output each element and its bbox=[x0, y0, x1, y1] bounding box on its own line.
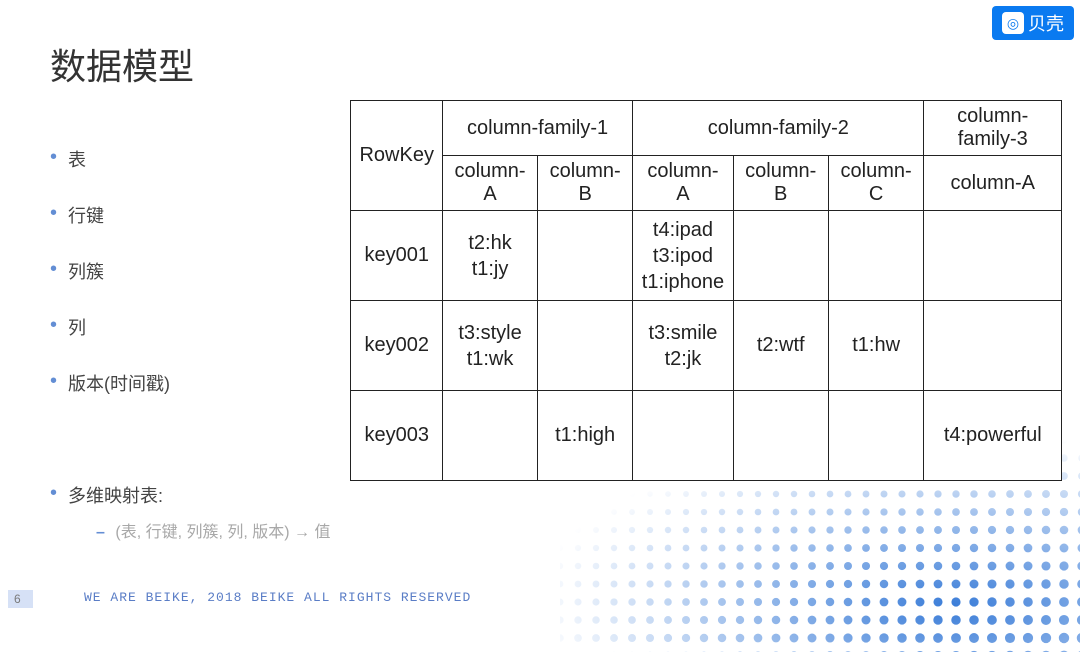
cell-value bbox=[442, 391, 537, 481]
header-cf2-colC: column-C bbox=[828, 156, 924, 211]
header-cf2-colB: column-B bbox=[733, 156, 828, 211]
header-cf2-colA: column-A bbox=[633, 156, 733, 211]
header-cf3-colA: column-A bbox=[924, 156, 1062, 211]
cell-value bbox=[828, 211, 924, 301]
data-model-table: RowKey column-family-1 column-family-2 c… bbox=[350, 100, 1062, 481]
header-cf1-colB: column-B bbox=[538, 156, 633, 211]
left-column: 表 行键 列簇 列 版本(时间戳) 多维映射表: – (表, 行键, 列簇, 列… bbox=[50, 100, 330, 542]
slide-number: 6 bbox=[8, 590, 33, 608]
cell-value: t1:high bbox=[538, 391, 633, 481]
brand-logo: ◎ 贝壳 bbox=[992, 6, 1074, 40]
dash-icon: – bbox=[96, 524, 105, 541]
cell-value bbox=[633, 391, 733, 481]
header-rowkey: RowKey bbox=[351, 101, 442, 211]
content-area: 表 行键 列簇 列 版本(时间戳) 多维映射表: – (表, 行键, 列簇, 列… bbox=[50, 100, 1062, 542]
cell-value: t2:wtf bbox=[733, 301, 828, 391]
cell-value: t4:powerful bbox=[924, 391, 1062, 481]
cell-key: key001 bbox=[351, 211, 442, 301]
formula-text: (表, 行键, 列簇, 列, 版本) → 值 bbox=[115, 524, 330, 541]
cell-value: t2:hkt1:jy bbox=[442, 211, 537, 301]
bullet-table: 表 bbox=[50, 146, 230, 172]
table-row: key003 t1:high t4:powerful bbox=[351, 391, 1062, 481]
bullet-column: 列 bbox=[50, 314, 230, 340]
footer-text: WE ARE BEIKE, 2018 BEIKE ALL RIGHTS RESE… bbox=[84, 590, 471, 605]
header-cf1: column-family-1 bbox=[442, 101, 632, 156]
cell-value: t3:stylet1:wk bbox=[442, 301, 537, 391]
table-area: RowKey column-family-1 column-family-2 c… bbox=[350, 100, 1062, 542]
bullet-colfamily: 列簇 bbox=[50, 258, 230, 284]
cell-key: key002 bbox=[351, 301, 442, 391]
cell-value bbox=[924, 301, 1062, 391]
logo-icon: ◎ bbox=[1002, 12, 1024, 34]
cell-value: t1:hw bbox=[828, 301, 924, 391]
bullet-list: 表 行键 列簇 列 版本(时间戳) 多维映射表: bbox=[50, 100, 230, 508]
table-row: key001 t2:hkt1:jy t4:ipadt3:ipodt1:iphon… bbox=[351, 211, 1062, 301]
slide-title: 数据模型 bbox=[50, 38, 194, 90]
table-header-row-2: column-A column-B column-A column-B colu… bbox=[351, 156, 1062, 211]
header-cf2: column-family-2 bbox=[633, 101, 924, 156]
bullet-version: 版本(时间戳) bbox=[50, 370, 230, 396]
cell-value: t3:smilet2:jk bbox=[633, 301, 733, 391]
cell-value: t4:ipadt3:ipodt1:iphone bbox=[633, 211, 733, 301]
bullet-rowkey: 行键 bbox=[50, 202, 230, 228]
header-cf3: column-family-3 bbox=[924, 101, 1062, 156]
table-header-row-1: RowKey column-family-1 column-family-2 c… bbox=[351, 101, 1062, 156]
cell-value bbox=[538, 301, 633, 391]
cell-value bbox=[538, 211, 633, 301]
cell-key: key003 bbox=[351, 391, 442, 481]
mapping-formula: – (表, 行键, 列簇, 列, 版本) → 值 bbox=[50, 518, 330, 542]
cell-value bbox=[733, 211, 828, 301]
cell-value bbox=[924, 211, 1062, 301]
bullet-multimap: 多维映射表: bbox=[50, 482, 230, 508]
cell-value bbox=[828, 391, 924, 481]
header-cf1-colA: column-A bbox=[442, 156, 537, 211]
table-row: key002 t3:stylet1:wk t3:smilet2:jk t2:wt… bbox=[351, 301, 1062, 391]
cell-value bbox=[733, 391, 828, 481]
logo-text: 贝壳 bbox=[1028, 10, 1064, 36]
